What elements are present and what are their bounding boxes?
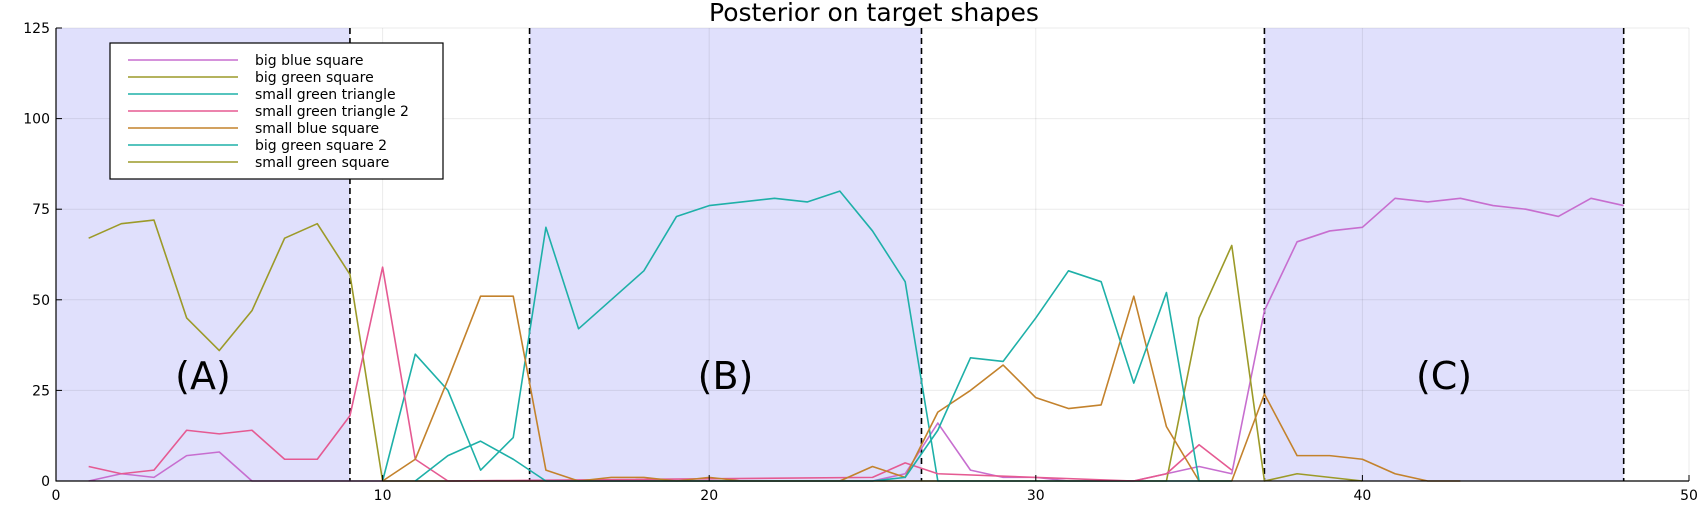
y-tick-label: 75 [32,202,50,218]
legend-entry: small green triangle 2 [255,104,409,120]
y-tick-label: 125 [23,21,50,37]
x-tick-label: 30 [1027,488,1045,504]
region-label: (B) [698,354,754,398]
y-tick-label: 25 [32,383,50,399]
region-label: (C) [1416,354,1472,398]
y-tick-label: 0 [41,474,50,490]
series-line-small-blue-square [382,295,1461,482]
shaded-region [529,28,922,481]
legend-entry: small green triangle [255,87,396,103]
x-tick-label: 0 [52,488,61,504]
tick-labels: 0 10 20 30 40 50 0 25 50 75 100 125 [23,21,1698,504]
shaded-region [1264,28,1624,481]
legend-entry: small green square [255,155,389,171]
legend-entry: small blue square [255,121,379,137]
x-tick-label: 40 [1353,488,1371,504]
x-tick-label: 20 [700,488,718,504]
legend-entry: big green square [255,70,374,86]
legend-entry: big green square 2 [255,138,387,154]
series-line-big-green-square-2 [414,270,1232,482]
region-label: (A) [175,354,231,398]
x-tick-label: 10 [374,488,392,504]
x-tick-label: 50 [1680,488,1698,504]
chart-title: Posterior on target shapes [709,0,1039,27]
legend-entry: big blue square [255,53,364,69]
region-labels: (A) (B) (C) [175,354,1472,398]
y-tick-label: 100 [23,112,50,128]
y-tick-label: 50 [32,293,50,309]
axes [55,28,1689,482]
